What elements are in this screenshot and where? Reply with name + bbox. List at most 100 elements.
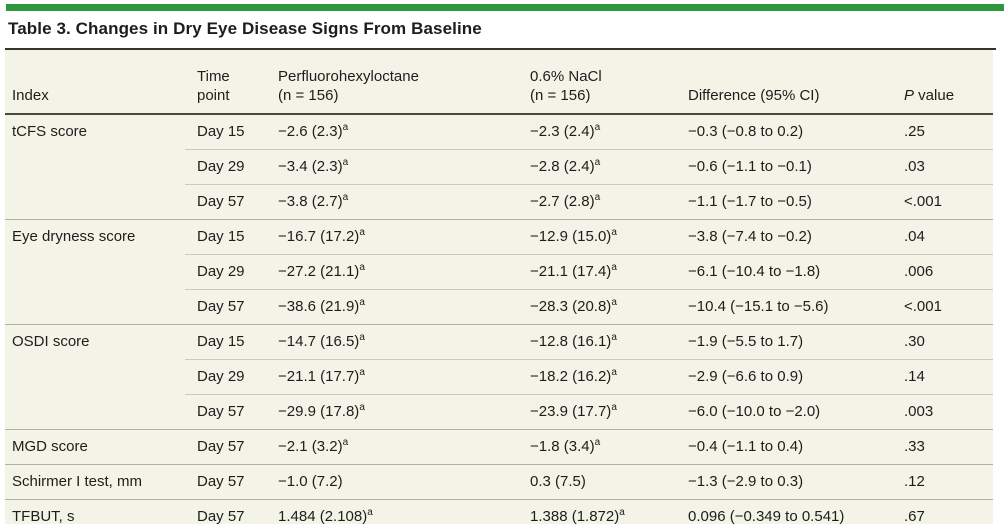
column-header-index: Index — [5, 50, 185, 115]
cell-p-value: .14 — [892, 359, 993, 395]
cell-index: OSDI score — [5, 324, 185, 360]
footnote-marker: a — [359, 297, 365, 308]
footnote-marker: a — [359, 367, 365, 378]
cell-nacl: −2.8 (2.4)a — [518, 149, 676, 185]
cell-difference: −10.4 (−15.1 to −5.6) — [676, 289, 892, 325]
cell-p-value: .04 — [892, 219, 993, 255]
footnote-marker: a — [611, 402, 617, 413]
cell-p-value: .33 — [892, 429, 993, 465]
table-title-block: Table 3. Changes in Dry Eye Disease Sign… — [5, 11, 996, 50]
cell-index: MGD score — [5, 429, 185, 465]
footnote-marker: a — [611, 332, 617, 343]
cell-p-value: .67 — [892, 499, 993, 524]
cell-difference: −0.3 (−0.8 to 0.2) — [676, 113, 892, 150]
footnote-marker: a — [359, 332, 365, 343]
cell-perfluorohexyloctane: −1.0 (7.2) — [266, 464, 518, 500]
header-row: Index Time point Perfluorohexyloctane (n = 1… — [5, 50, 993, 115]
cell-perfluorohexyloctane: −16.7 (17.2)a — [266, 219, 518, 255]
table-title: Table 3. Changes in Dry Eye Disease Sign… — [8, 19, 482, 38]
cell-difference: −0.6 (−1.1 to −0.1) — [676, 149, 892, 185]
table-row: Schirmer I test, mm Day 57 −1.0 (7.2) 0.3 (… — [5, 464, 993, 500]
cell-perfluorohexyloctane: −29.9 (17.8)a — [266, 394, 518, 430]
cell-difference: −2.9 (−6.6 to 0.9) — [676, 359, 892, 395]
cell-difference: −6.0 (−10.0 to −2.0) — [676, 394, 892, 430]
footnote-marker: a — [359, 227, 365, 238]
cell-time-point: Day 57 — [185, 394, 266, 430]
table-row: MGD score Day 57 −2.1 (3.2)a −1.8 (3.4)a −0.… — [5, 429, 993, 465]
cell-index — [5, 360, 185, 395]
cell-p-value: .30 — [892, 324, 993, 360]
footnote-marker: a — [611, 262, 617, 273]
footnote-marker: a — [359, 402, 365, 413]
table-row: OSDI score Day 15 −14.7 (16.5)a −12.8 (16.1… — [5, 324, 993, 360]
cell-p-value: .25 — [892, 113, 993, 150]
cell-perfluorohexyloctane: −14.7 (16.5)a — [266, 324, 518, 360]
cell-nacl: −21.1 (17.4)a — [518, 254, 676, 290]
cell-nacl: −12.9 (15.0)a — [518, 219, 676, 255]
cell-time-point: Day 29 — [185, 359, 266, 395]
cell-time-point: Day 57 — [185, 499, 266, 524]
table-body: tCFS score Day 15 −2.6 (2.3)a −2.3 (2.4)a −0… — [5, 113, 993, 524]
footnote-marker: a — [342, 192, 349, 203]
cell-difference: 0.096 (−0.349 to 0.541) — [676, 499, 892, 524]
cell-p-value: <.001 — [892, 184, 993, 220]
cell-difference: −1.1 (−1.7 to −0.5) — [676, 184, 892, 220]
cell-p-value: .006 — [892, 254, 993, 290]
footnote-marker: a — [594, 437, 601, 448]
cell-nacl: −1.8 (3.4)a — [518, 429, 676, 465]
footnote-marker: a — [594, 192, 601, 203]
table-row: Eye dryness score Day 15 −16.7 (17.2)a −12.… — [5, 219, 993, 255]
italic-p: P — [904, 87, 915, 104]
footnote-marker: a — [342, 122, 349, 133]
footnote-marker: a — [619, 507, 625, 518]
cell-difference: −1.3 (−2.9 to 0.3) — [676, 464, 892, 500]
cell-nacl: −2.7 (2.8)a — [518, 184, 676, 220]
cell-perfluorohexyloctane: 1.484 (2.108)a — [266, 499, 518, 524]
cell-perfluorohexyloctane: −2.6 (2.3)a — [266, 113, 518, 150]
table-row: Day 57 −3.8 (2.7)a −2.7 (2.8)a −1.1 (−1.7 t… — [5, 184, 993, 220]
column-header-time-point: Time point — [185, 50, 266, 115]
cell-perfluorohexyloctane: −3.4 (2.3)a — [266, 149, 518, 185]
cell-time-point: Day 15 — [185, 219, 266, 255]
cell-time-point: Day 15 — [185, 113, 266, 150]
table-row: Day 57 −38.6 (21.9)a −28.3 (20.8)a −10.4 (−… — [5, 289, 993, 325]
column-header-perfluorohexyloctane: Perfluorohexyloctane (n = 156) — [266, 50, 518, 115]
cell-time-point: Day 15 — [185, 324, 266, 360]
cell-index — [5, 255, 185, 290]
cell-p-value: .003 — [892, 394, 993, 430]
cell-index: tCFS score — [5, 113, 185, 150]
cell-difference: −0.4 (−1.1 to 0.4) — [676, 429, 892, 465]
results-table: Index Time point Perfluorohexyloctane (n = 1… — [5, 50, 993, 524]
cell-difference: −6.1 (−10.4 to −1.8) — [676, 254, 892, 290]
cell-index: Eye dryness score — [5, 219, 185, 255]
cell-index — [5, 395, 185, 430]
footnote-marker: a — [367, 507, 373, 518]
cell-p-value: .12 — [892, 464, 993, 500]
table-row: Day 29 −27.2 (21.1)a −21.1 (17.4)a −6.1 (−1… — [5, 254, 993, 290]
footnote-marker: a — [611, 227, 617, 238]
footnote-marker: a — [342, 437, 349, 448]
footnote-marker: a — [342, 157, 349, 168]
column-header-difference: Difference (95% CI) — [676, 50, 892, 115]
cell-nacl: −2.3 (2.4)a — [518, 113, 676, 150]
cell-time-point: Day 29 — [185, 254, 266, 290]
table-row: tCFS score Day 15 −2.6 (2.3)a −2.3 (2.4)a −0… — [5, 113, 993, 150]
table-row: Day 57 −29.9 (17.8)a −23.9 (17.7)a −6.0 (−1… — [5, 394, 993, 430]
cell-time-point: Day 57 — [185, 464, 266, 500]
cell-perfluorohexyloctane: −2.1 (3.2)a — [266, 429, 518, 465]
cell-index — [5, 290, 185, 325]
column-header-nacl: 0.6% NaCl (n = 156) — [518, 50, 676, 115]
table-header: Index Time point Perfluorohexyloctane (n = 1… — [5, 50, 993, 115]
cell-nacl: 1.388 (1.872)a — [518, 499, 676, 524]
cell-nacl: 0.3 (7.5) — [518, 464, 676, 500]
cell-index: TFBUT, s — [5, 499, 185, 524]
cell-perfluorohexyloctane: −21.1 (17.7)a — [266, 359, 518, 395]
footnote-marker: a — [594, 122, 601, 133]
cell-index — [5, 150, 185, 185]
cell-time-point: Day 29 — [185, 149, 266, 185]
cell-index — [5, 185, 185, 220]
cell-time-point: Day 57 — [185, 429, 266, 465]
cell-time-point: Day 57 — [185, 289, 266, 325]
footnote-marker: a — [594, 157, 601, 168]
